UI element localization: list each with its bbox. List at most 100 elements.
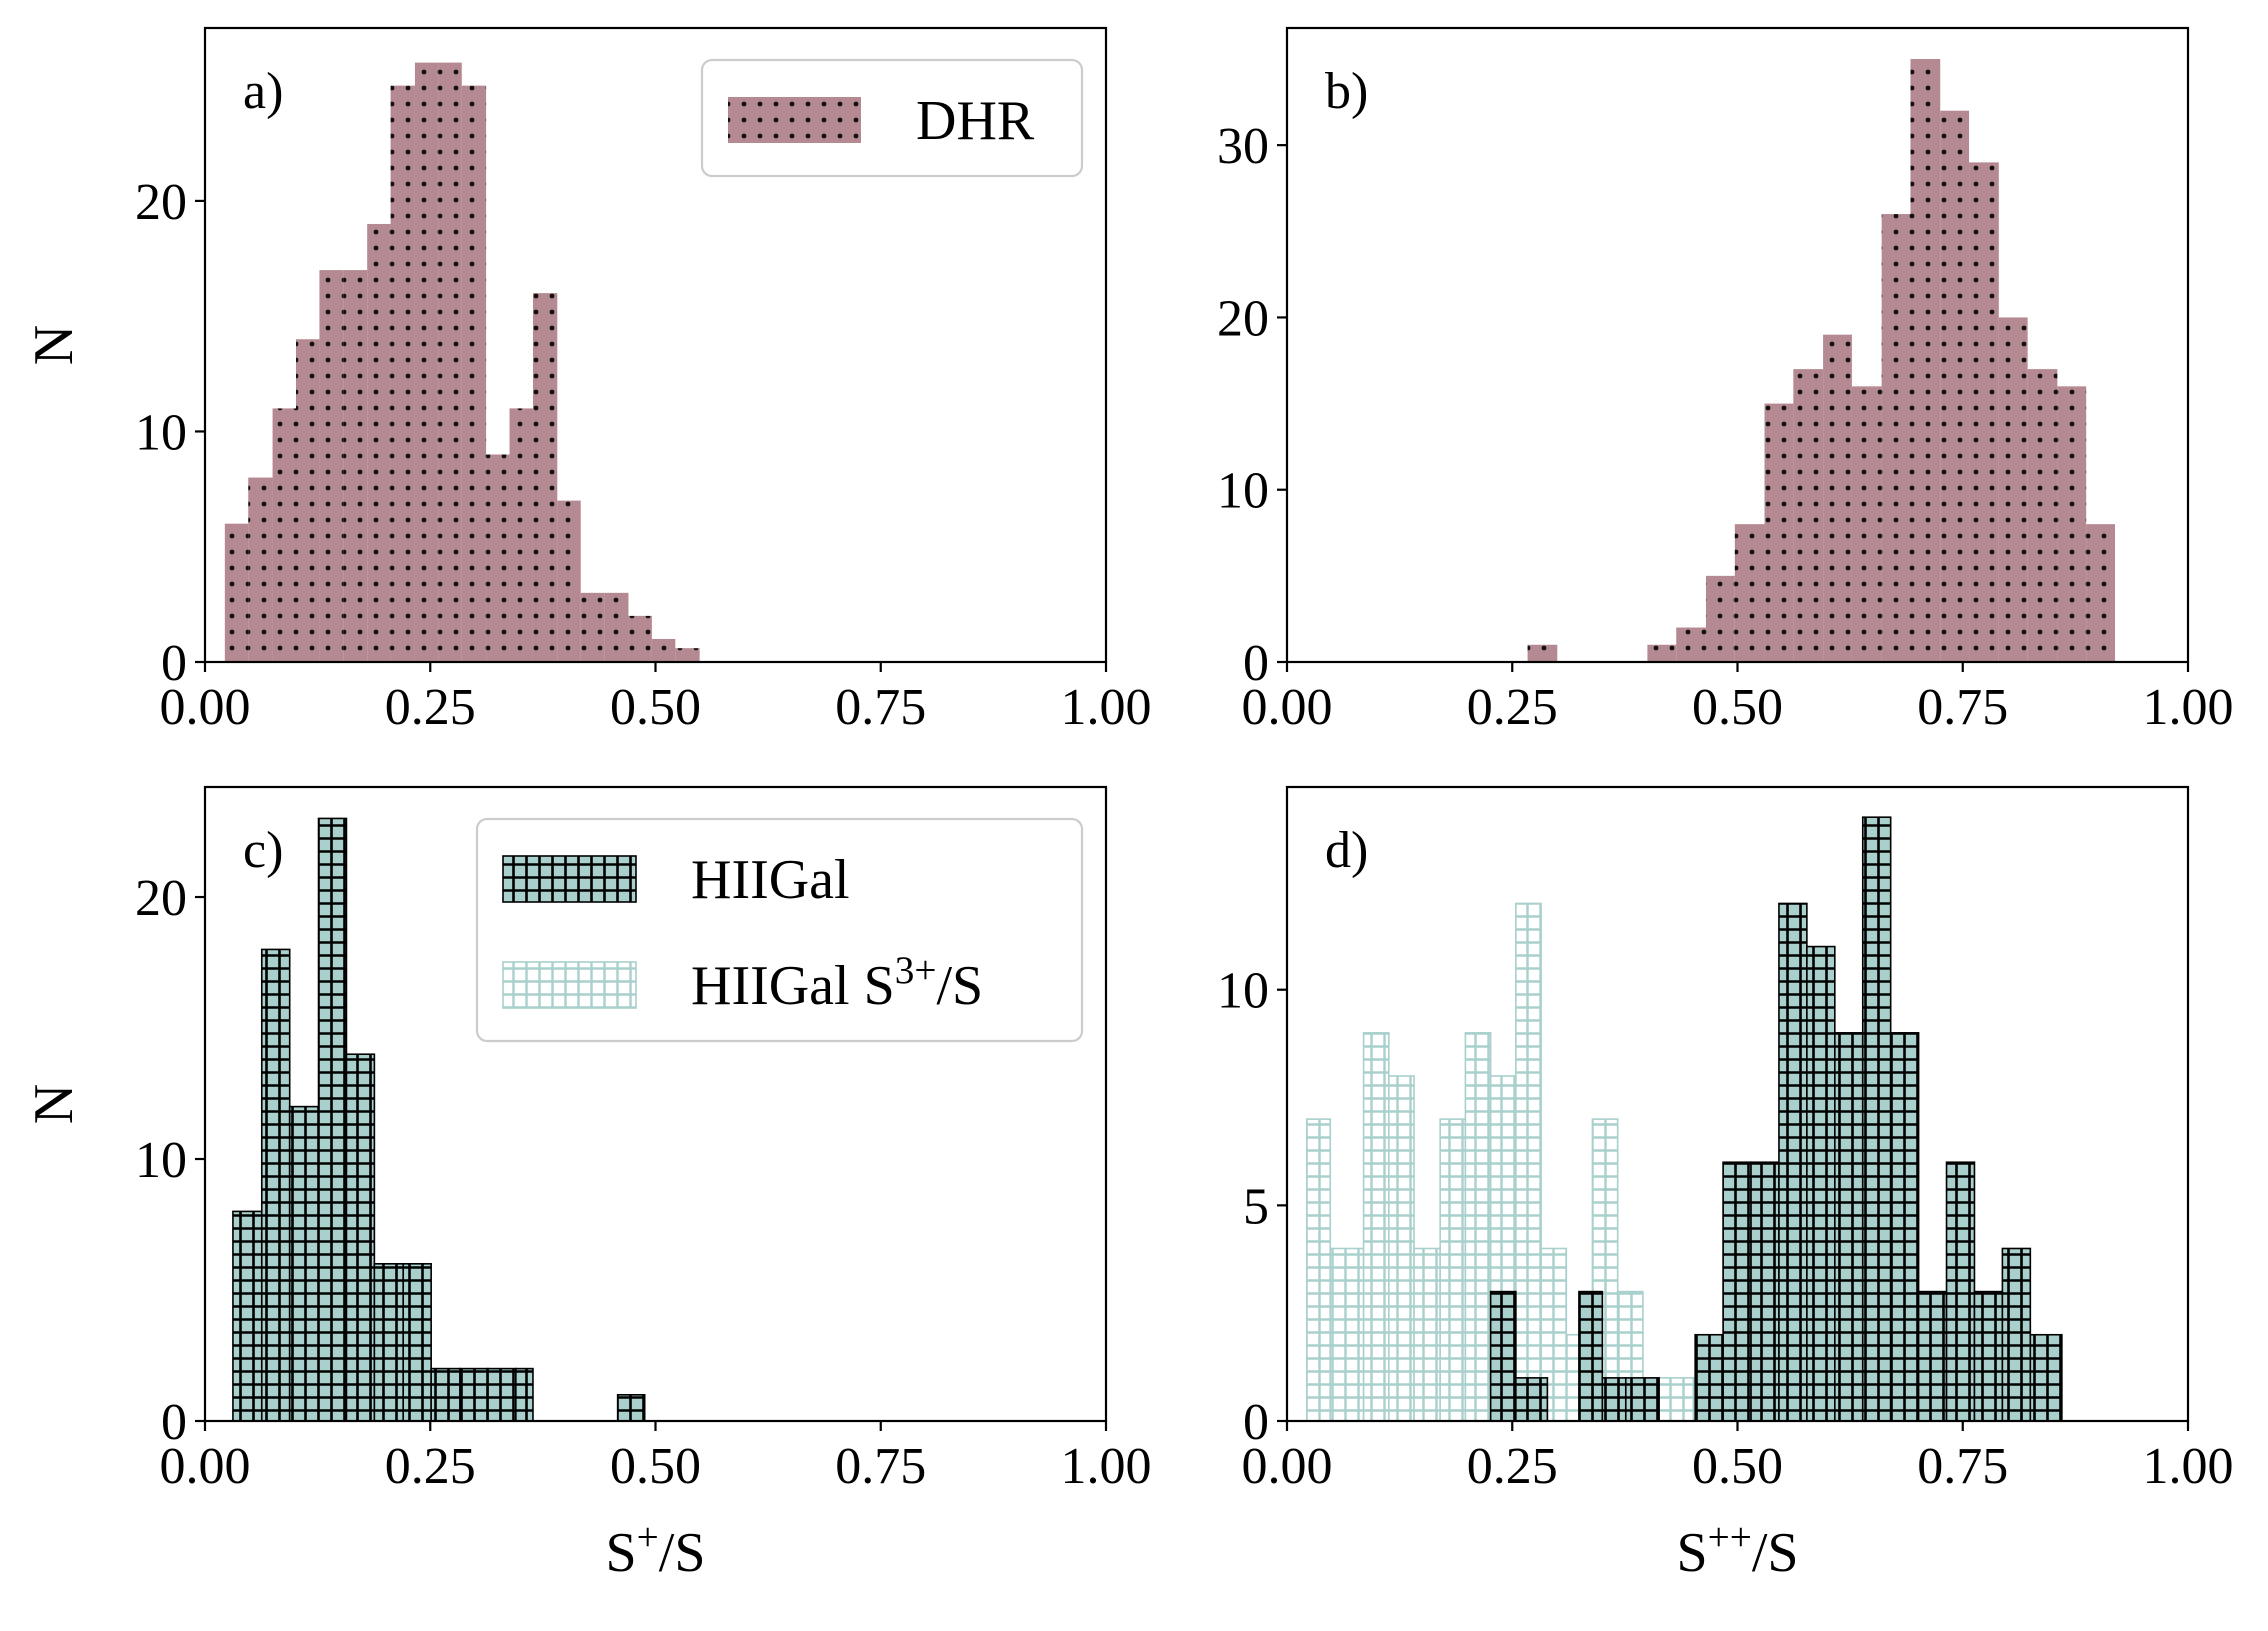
x-tick-label: 0.50 <box>1692 679 1783 736</box>
panel-label: d) <box>1325 822 1368 879</box>
bar <box>1834 1032 1864 1422</box>
bar <box>1940 110 1970 662</box>
bar <box>515 1367 534 1422</box>
y-axis-label: N <box>23 1084 85 1124</box>
bar <box>1998 317 2028 662</box>
y-tick-label: 0 <box>161 635 187 692</box>
bar <box>1851 386 1882 662</box>
y-tick-label: 20 <box>1217 290 1269 347</box>
bar <box>402 1263 432 1422</box>
bar <box>487 1367 517 1422</box>
x-tick-label: 0.25 <box>385 1438 476 1495</box>
bar <box>628 615 652 662</box>
y-tick-label: 0 <box>1243 635 1269 692</box>
bar <box>1764 403 1794 662</box>
bar <box>651 638 676 662</box>
bar <box>438 62 462 663</box>
bar <box>373 1263 405 1422</box>
y-tick-label: 0 <box>1243 1394 1269 1451</box>
y-tick-label: 20 <box>135 174 187 231</box>
bar <box>1515 1377 1549 1422</box>
panel-label: a) <box>243 63 283 120</box>
bar <box>1969 162 1999 662</box>
x-tick-label: 0.00 <box>1242 679 1333 736</box>
y-tick-label: 10 <box>1217 463 1269 520</box>
x-tick-label: 1.00 <box>2143 679 2234 736</box>
y-tick-label: 20 <box>135 870 187 927</box>
panel-4: 0.00 0.25 0.50 0.75 1.00 0 5 10 d) S++/S <box>1217 785 2234 1585</box>
legend-label: HIIGal S3+/S <box>691 949 983 1018</box>
bar <box>1388 1075 1415 1422</box>
bar <box>248 477 273 662</box>
panel-1: 0.00 0.25 0.50 0.75 1.00 0 10 20 a) N DHR <box>23 26 1152 736</box>
bar <box>2086 524 2116 662</box>
bar <box>1945 1161 1976 1422</box>
y-tick-label: 0 <box>161 1394 187 1451</box>
bar <box>2027 369 2058 662</box>
y-tick-label: 10 <box>135 404 187 461</box>
panel-label: b) <box>1325 63 1368 120</box>
bar <box>390 85 415 663</box>
bar <box>604 592 629 662</box>
bar <box>2057 386 2087 662</box>
legend-swatch <box>728 97 861 143</box>
legend: DHR <box>700 58 1084 178</box>
bar <box>1889 1032 1920 1422</box>
bar <box>1647 644 1677 662</box>
bar <box>1917 1290 1948 1422</box>
bar <box>580 592 605 662</box>
bar <box>414 62 439 663</box>
x-axis-label: S+/S <box>606 1516 706 1585</box>
bar <box>260 948 291 1422</box>
bar <box>1624 1377 1660 1422</box>
bar <box>2029 1333 2063 1422</box>
x-tick-label: 0.75 <box>835 679 926 736</box>
bar <box>1750 1161 1780 1422</box>
bar <box>557 500 581 662</box>
panel-label: c) <box>243 822 283 879</box>
bar <box>1973 1290 2004 1422</box>
x-tick-label: 0.75 <box>835 1438 926 1495</box>
legend-box <box>700 58 1084 178</box>
series-hiigal <box>1489 816 2063 1422</box>
bar <box>1413 1247 1441 1422</box>
legend-label: DHR <box>916 90 1035 152</box>
x-tick-label: 0.50 <box>610 679 701 736</box>
x-tick-label: 0.00 <box>160 679 251 736</box>
legend-label: HIIGal <box>691 849 850 911</box>
series-dhr <box>1527 59 2116 663</box>
bar <box>1722 1161 1752 1422</box>
bar <box>1694 1333 1724 1422</box>
bar <box>2001 1247 2032 1422</box>
panel-2: 0.00 0.25 0.50 0.75 1.00 0 10 20 30 b) <box>1217 26 2234 736</box>
bar <box>1527 644 1558 662</box>
bar <box>1306 1118 1332 1422</box>
bar <box>1601 1377 1627 1422</box>
series-hiigal <box>232 817 646 1422</box>
bar <box>1515 902 1542 1422</box>
x-tick-label: 1.00 <box>2143 1438 2234 1495</box>
x-axis-label: S++/S <box>1676 1516 1798 1585</box>
bar <box>224 523 249 662</box>
bar <box>1439 1118 1467 1422</box>
bar <box>1806 945 1836 1422</box>
bar <box>1861 816 1892 1422</box>
bar <box>288 1105 320 1422</box>
bar <box>1881 214 1911 662</box>
x-tick-label: 0.00 <box>1242 1438 1333 1495</box>
x-tick-label: 1.00 <box>1061 1438 1152 1495</box>
y-tick-label: 10 <box>135 1132 187 1189</box>
legend-swatch <box>502 961 637 1009</box>
bar <box>509 408 533 662</box>
bar <box>296 339 320 662</box>
bar <box>461 85 487 663</box>
bar <box>1793 369 1824 662</box>
bar <box>1489 1290 1517 1422</box>
bar <box>675 648 700 662</box>
bar <box>532 293 558 662</box>
x-tick-label: 0.25 <box>1467 679 1558 736</box>
legend-swatch <box>502 855 637 903</box>
bar <box>1362 1032 1390 1422</box>
bar <box>1823 334 1852 662</box>
